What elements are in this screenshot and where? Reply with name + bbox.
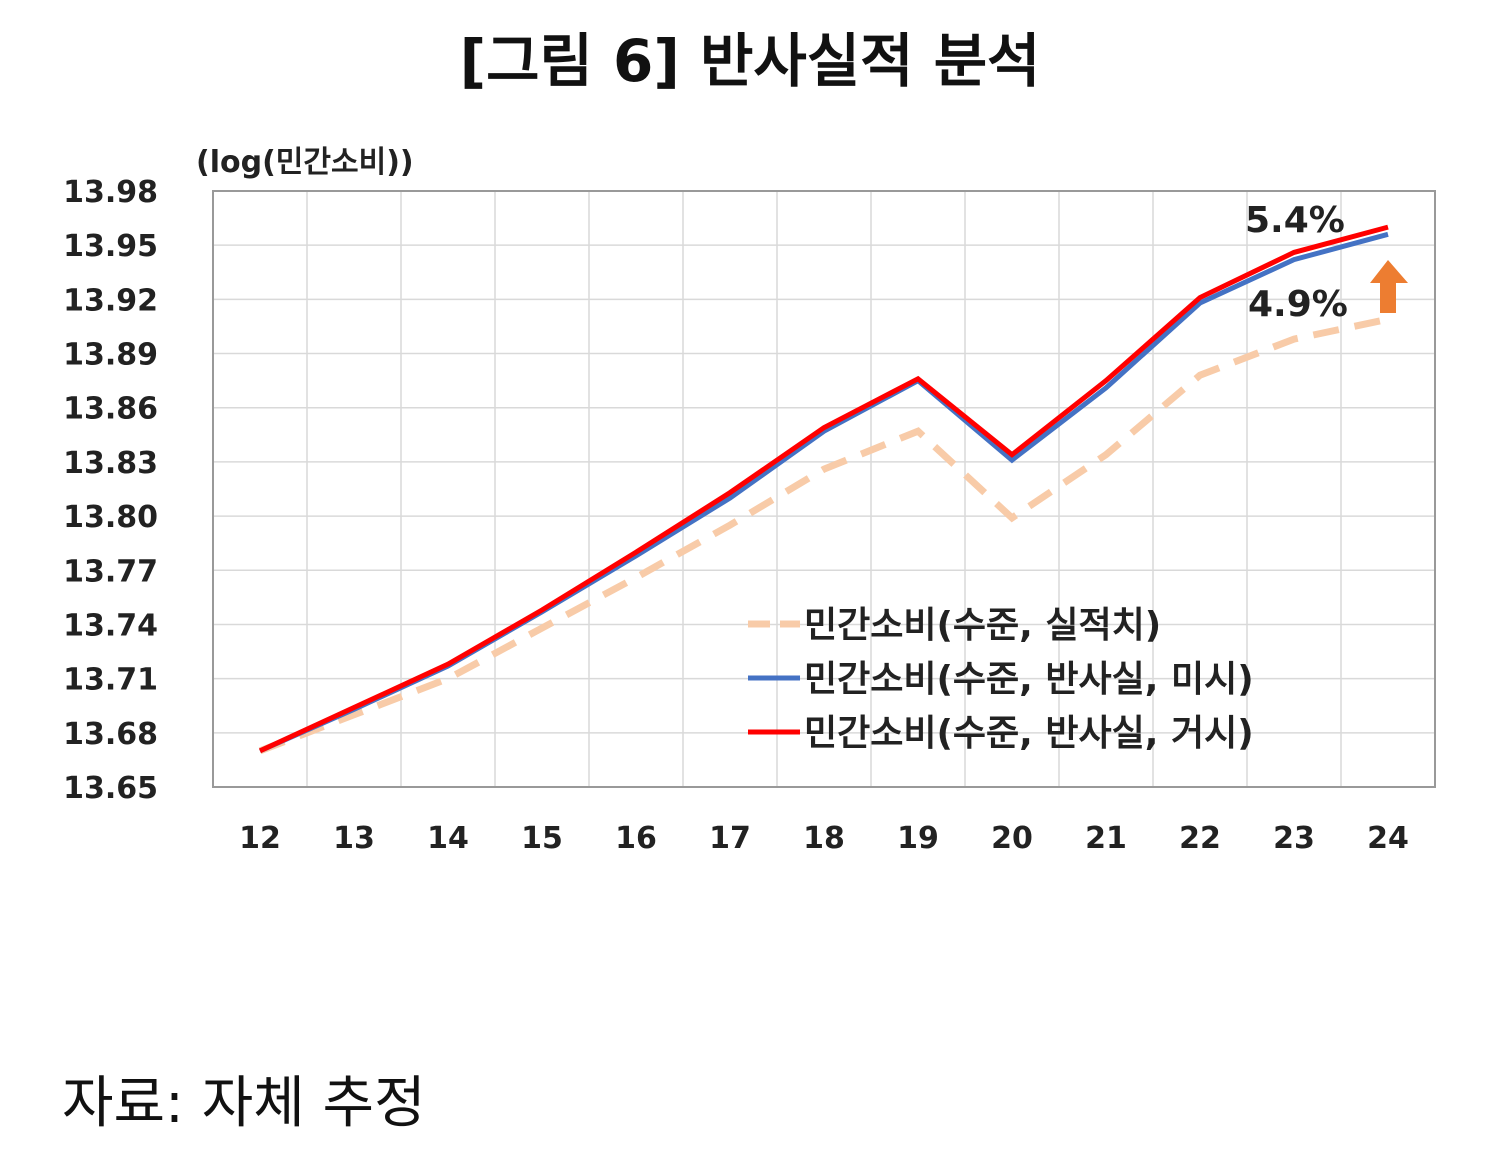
y-tick-label: 13.95 — [63, 229, 158, 264]
x-tick-label: 14 — [427, 821, 469, 856]
up-arrow-icon — [1370, 260, 1408, 313]
source-note: 자료: 자체 추정 — [62, 1071, 426, 1136]
figure-title: [그림 6] 반사실적 분석 — [459, 27, 1041, 95]
legend-label-2: 민간소비(수준, 반사실, 거시) — [804, 713, 1254, 754]
y-tick-label: 13.77 — [63, 554, 158, 589]
y-tick-label: 13.86 — [63, 392, 158, 427]
y-tick-label: 13.71 — [63, 663, 158, 698]
x-tick-label: 16 — [615, 821, 657, 856]
y-tick-label: 13.89 — [63, 338, 158, 373]
y-tick-label: 13.80 — [63, 500, 158, 535]
y-tick-label: 13.68 — [63, 717, 158, 752]
x-tick-label: 18 — [803, 821, 845, 856]
legend-label-0: 민간소비(수준, 실적치) — [804, 605, 1161, 646]
y-axis-label: (log(민간소비)) — [196, 145, 414, 180]
x-tick-label: 15 — [521, 821, 563, 856]
y-tick-label: 13.83 — [63, 446, 158, 481]
x-tick-label: 19 — [897, 821, 939, 856]
x-tick-label: 21 — [1085, 821, 1127, 856]
y-tick-label: 13.65 — [63, 771, 158, 806]
legend-label-1: 민간소비(수준, 반사실, 미시) — [804, 659, 1254, 700]
x-tick-label: 23 — [1273, 821, 1315, 856]
y-tick-label: 13.92 — [63, 283, 158, 318]
annotation-macro: 5.4% — [1245, 200, 1345, 241]
x-tick-label: 13 — [333, 821, 375, 856]
x-tick-label: 17 — [709, 821, 751, 856]
x-tick-label: 20 — [991, 821, 1033, 856]
x-tick-label: 24 — [1367, 821, 1409, 856]
x-tick-label: 22 — [1179, 821, 1221, 856]
plot-frame — [212, 190, 1436, 788]
y-tick-label: 13.74 — [63, 608, 158, 643]
y-tick-label: 13.98 — [63, 175, 158, 210]
annotation-micro: 4.9% — [1248, 284, 1348, 325]
x-tick-label: 12 — [239, 821, 281, 856]
